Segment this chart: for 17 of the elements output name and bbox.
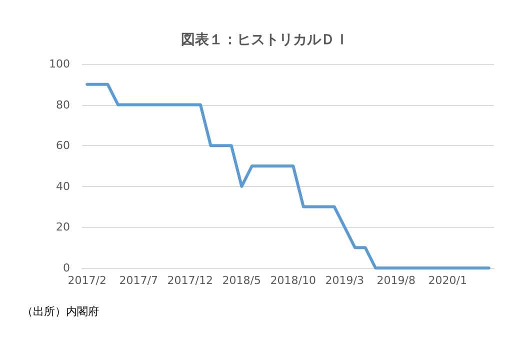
x-tick-label: 2019/3	[325, 274, 364, 287]
x-tick-label: 2020/1	[428, 274, 467, 287]
x-tick-label: 2019/8	[376, 274, 416, 287]
x-tick-label: 2017/12	[167, 274, 213, 287]
x-tick-label: 2018/10	[270, 274, 316, 287]
text: （出所）内閣府	[22, 304, 99, 319]
y-tick-label: 60	[56, 139, 70, 152]
y-tick-label: 0	[63, 262, 70, 274]
y-tick-label: 100	[49, 58, 70, 70]
x-tick-label: 2018/5	[222, 274, 261, 287]
x-tick-label: 2017/2	[68, 274, 106, 287]
y-tick-label: 80	[56, 98, 70, 112]
x-tick-label: 2017/7	[119, 274, 158, 287]
chart-title: 図表１：ヒストリカルＤＩ	[181, 32, 349, 48]
y-tick-label: 40	[56, 180, 70, 193]
y-tick-label: 20	[56, 220, 70, 234]
line-series	[86, 82, 490, 270]
